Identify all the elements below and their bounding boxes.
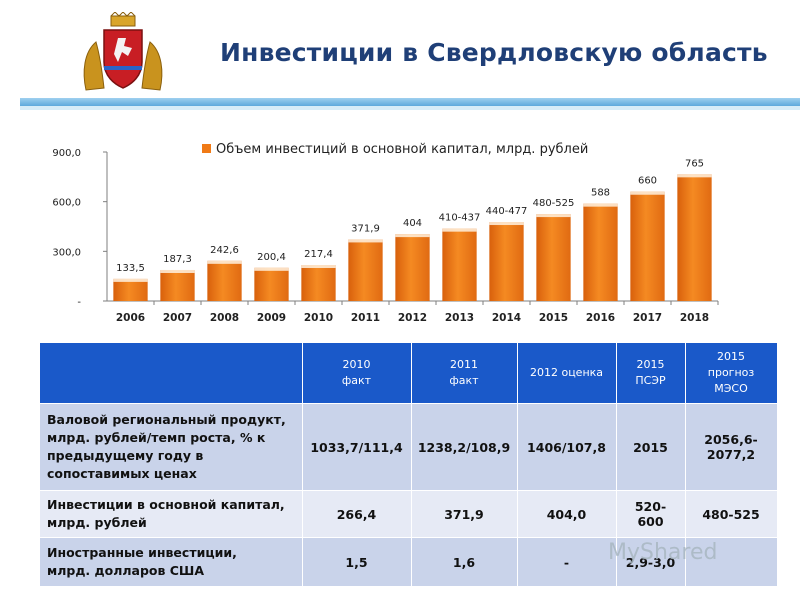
header-band [20, 98, 800, 106]
bar-highlight [395, 234, 430, 238]
x-tick-label: 2009 [257, 312, 286, 324]
table-header-cell: 2012 оценка [517, 343, 617, 404]
bar-highlight [583, 203, 618, 207]
data-label: 242,6 [210, 245, 239, 256]
bar-highlight [489, 222, 524, 226]
table-header-row: 2010 факт 2011 факт 2012 оценка 2015 ПСЭ… [40, 343, 778, 404]
table-header-cell: 2015 прогноз МЭСО [685, 343, 778, 404]
bar-highlight [442, 228, 477, 232]
table-cell: 520- 600 [616, 490, 686, 538]
page-title: Инвестиции в Свердловскую область [220, 38, 768, 67]
y-tick-label: - [77, 297, 81, 308]
table-cell: 2056,6- 2077,2 [685, 403, 778, 491]
table-cell: 2,9-3,0 [616, 537, 686, 586]
table-row: Валовой региональный продукт, млрд. рубл… [40, 403, 778, 491]
x-tick-label: 2008 [210, 312, 239, 324]
legend-swatch [202, 144, 211, 153]
x-tick-label: 2015 [539, 312, 568, 324]
table-cell: 1238,2/108,9 [411, 403, 518, 491]
bar-highlight [630, 191, 665, 195]
data-label: 133,5 [116, 263, 145, 274]
table-cell: 371,9 [411, 490, 518, 538]
table-cell: 2015 [616, 403, 686, 491]
table-cell: 1,5 [302, 537, 412, 586]
table-row: Инвестиции в основной капитал, млрд. руб… [40, 490, 778, 538]
indicators-table: 2010 факт 2011 факт 2012 оценка 2015 ПСЭ… [40, 343, 778, 586]
table-header-cell: 2011 факт [411, 343, 518, 404]
bar [536, 214, 571, 301]
data-label: 765 [685, 158, 704, 169]
y-tick-label: 900,0 [52, 148, 81, 159]
data-label: 200,4 [257, 252, 286, 263]
bar [113, 278, 148, 301]
y-tick-label: 300,0 [52, 247, 81, 258]
row-label: Инвестиции в основной капитал, млрд. руб… [40, 490, 303, 538]
x-tick-label: 2010 [304, 312, 333, 324]
x-tick-label: 2018 [680, 312, 709, 324]
data-label: 480-525 [533, 198, 575, 209]
table-header-cell: 2010 факт [302, 343, 412, 404]
bar [348, 239, 383, 301]
bar-highlight [160, 269, 195, 273]
table-cell: 1406/107,8 [517, 403, 617, 491]
bar-highlight [301, 265, 336, 269]
bar-highlight [348, 239, 383, 243]
row-label: Валовой региональный продукт, млрд. рубл… [40, 403, 303, 491]
table-cell: 1033,7/111,4 [302, 403, 412, 491]
x-tick-label: 2006 [116, 312, 145, 324]
table-row: Иностранные инвестиции, млрд. долларов С… [40, 537, 778, 586]
x-tick-label: 2011 [351, 312, 380, 324]
x-tick-label: 2013 [445, 312, 474, 324]
bar-highlight [677, 174, 712, 178]
data-label: 217,4 [304, 249, 333, 260]
bar-highlight [113, 278, 148, 282]
bar [442, 228, 477, 301]
data-label: 371,9 [351, 223, 380, 234]
table-cell: 404,0 [517, 490, 617, 538]
bar [489, 222, 524, 301]
investment-bar-chart: - 300,0 600,0 900,0 133,5 187,3 242,6 200,4 217… [52, 142, 719, 324]
table-cell: 480-525 [685, 490, 778, 538]
table-header-cell: 2015 ПСЭР [616, 343, 686, 404]
bar-highlight [254, 267, 289, 271]
table-cell [685, 537, 778, 586]
table-cell: 266,4 [302, 490, 412, 538]
bar [583, 203, 618, 301]
data-label: 588 [591, 188, 610, 199]
chart-legend: Объем инвестиций в основной капитал, млр… [202, 142, 588, 157]
header-band-light [20, 106, 800, 110]
bar-highlight [207, 260, 242, 264]
x-tick-label: 2007 [163, 312, 192, 324]
bar [301, 265, 336, 301]
bar [395, 234, 430, 301]
data-label: 440-477 [486, 206, 528, 217]
data-label: 187,3 [163, 254, 192, 265]
table-header-cell [40, 343, 303, 404]
table-cell: 1,6 [411, 537, 518, 586]
data-label: 410-437 [439, 213, 481, 224]
bar [630, 191, 665, 301]
table-cell: - [517, 537, 617, 586]
x-tick-label: 2012 [398, 312, 427, 324]
x-tick-label: 2017 [633, 312, 662, 324]
bar [254, 267, 289, 301]
data-label: 660 [638, 176, 657, 187]
watermark: MyShared [608, 540, 718, 565]
legend-label: Объем инвестиций в основной капитал, млр… [216, 142, 588, 157]
bar-highlight [536, 214, 571, 218]
x-tick-label: 2016 [586, 312, 615, 324]
row-label: Иностранные инвестиции, млрд. долларов С… [40, 537, 303, 586]
y-tick-label: 600,0 [52, 198, 81, 209]
bar [677, 174, 712, 301]
coat-of-arms-emblem [78, 11, 168, 96]
bar [160, 269, 195, 301]
x-tick-label: 2014 [492, 312, 521, 324]
data-label: 404 [403, 218, 422, 229]
bar [207, 260, 242, 301]
